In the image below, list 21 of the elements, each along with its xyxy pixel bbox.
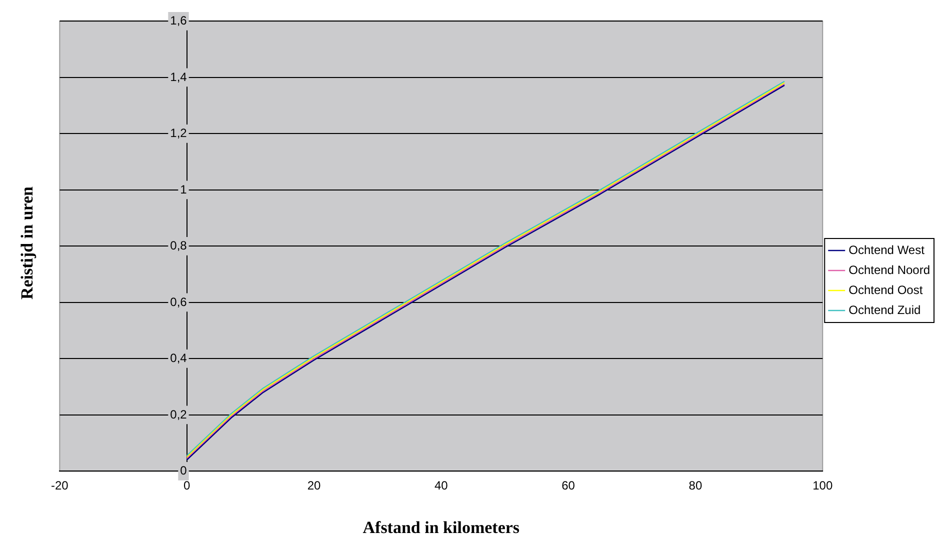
- y-axis-title: Reistijd in uren: [18, 186, 38, 300]
- y-tick-label: 1,4: [170, 70, 188, 84]
- y-tick-label: 0,6: [170, 294, 188, 309]
- x-tick-label: 20: [307, 478, 321, 493]
- y-tick-label: 0,4: [170, 351, 188, 366]
- x-tick-label: 60: [562, 478, 576, 493]
- x-tick-label: -20: [51, 478, 69, 493]
- y-tick-label: 1,2: [170, 126, 188, 140]
- y-tick-label: 0,2: [170, 407, 188, 422]
- y-tick-label: 0: [180, 464, 188, 478]
- y-tick-label: 1,6: [170, 14, 188, 28]
- y-tick-label: 1: [180, 182, 188, 196]
- legend-label: Ochtend Oost: [848, 282, 924, 297]
- x-tick-label: 100: [812, 478, 833, 493]
- legend-label: Ochtend West: [848, 242, 926, 257]
- legend-label: Ochtend Noord: [848, 262, 930, 277]
- legend-label: Ochtend Zuid: [848, 302, 921, 317]
- x-axis-title: Afstand in kilometers: [362, 518, 520, 538]
- y-tick-label: 0,8: [170, 238, 188, 253]
- x-tick-label: 40: [434, 478, 448, 493]
- x-tick-label: 80: [688, 478, 702, 493]
